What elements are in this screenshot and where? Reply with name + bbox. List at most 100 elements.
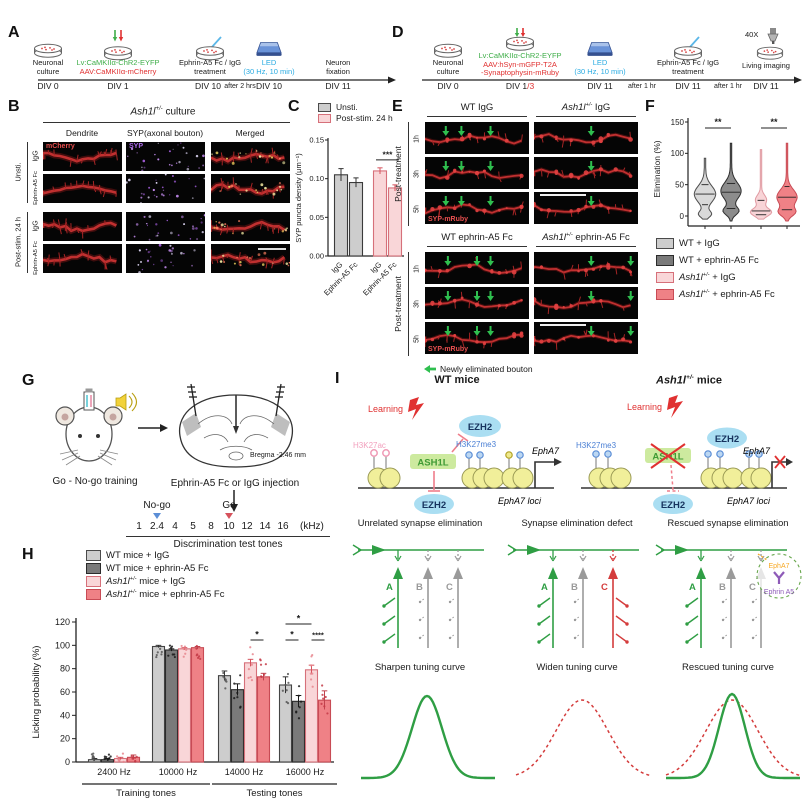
syp-mruby-overlay-label: SYP-mRuby [428, 216, 468, 223]
svg-text:C: C [601, 582, 608, 593]
e-side-label-1: Post-treatment [393, 146, 403, 202]
rescue-epha7-label: EphA7 [768, 563, 789, 570]
svg-text:20: 20 [60, 734, 70, 744]
dish-icon [433, 40, 463, 60]
svg-text:60: 60 [60, 687, 70, 697]
tone-12: 12 [241, 521, 252, 532]
title-underline [43, 122, 290, 123]
ezh2-top-label: EZH2 [468, 422, 492, 433]
legend-item: Post-stim. 24 h [318, 113, 393, 123]
svg-text:**: ** [770, 117, 778, 127]
legend-label: Post-stim. 24 h [336, 113, 393, 123]
legend-swatch [86, 576, 101, 587]
svg-text:100: 100 [55, 640, 70, 650]
ezh2-bottom-label: EZH2 [422, 500, 446, 511]
legend-swatch [656, 289, 674, 300]
svg-text:2400 Hz: 2400 Hz [97, 767, 131, 777]
div-label: DIV 1 [107, 81, 128, 91]
epha7-label: EphA7 [743, 446, 771, 456]
svg-text:SYP puncta density (μm⁻¹): SYP puncta density (μm⁻¹) [294, 153, 303, 243]
green-arrow-icon [424, 364, 436, 374]
bregma-label: Bregma -2.46 mm [250, 452, 306, 459]
time-1h: 1h [414, 135, 421, 143]
go-nogo-training-label: Go - No-go training [30, 476, 160, 487]
svg-text:C: C [749, 582, 756, 593]
legend-label: WT + ephrin-A5 Fc [679, 255, 759, 266]
tone-8: 8 [208, 521, 214, 532]
div-label: DIV 10 [195, 81, 221, 91]
curve-caption-sharpen: Sharpen tuning curve [375, 662, 465, 673]
legend-label: Ash1l+/- mice + IgG [106, 576, 185, 587]
div-label: DIV 1/3 [506, 81, 534, 91]
ash1l-label: ASH1L [417, 458, 448, 469]
col-header-dendrite: Dendrite [66, 128, 98, 138]
bar-10000 Hz-s3 [179, 649, 191, 762]
legend-swatch [656, 238, 674, 249]
tone-2.4: 2.4 [150, 521, 164, 532]
tone-5: 5 [190, 521, 196, 532]
svg-text:40: 40 [60, 710, 70, 720]
go-label: Go [204, 500, 254, 511]
panel-g-label: G [22, 372, 34, 390]
bar-14000 Hz-s4 [258, 677, 270, 762]
micrograph-eli [534, 252, 638, 284]
tuning-curve-widen [510, 676, 655, 791]
tone-1: 1 [136, 521, 142, 532]
micrograph-merged [211, 174, 290, 203]
svg-text:14000 Hz: 14000 Hz [225, 767, 264, 777]
caption-defect: Synapse elimination defect [521, 518, 632, 528]
nogo-label: No-go [132, 500, 182, 511]
syp-overlay-label: SYP [129, 143, 143, 150]
after-1hr-label: after 1 hr [628, 83, 656, 90]
tone-unit: (kHz) [300, 521, 324, 532]
caption-rescued: Rescued synapse elimination [668, 518, 789, 528]
svg-text:0.15: 0.15 [309, 136, 324, 145]
bar-IgG [335, 175, 348, 256]
svg-text:B: B [571, 582, 578, 593]
div-label: DIV 11 [587, 81, 612, 91]
arrow-right-icon [138, 422, 168, 434]
row-label-igg: IgG [33, 220, 40, 231]
panel-c-label: C [288, 98, 300, 116]
curve-caption-widen: Widen tuning curve [536, 662, 617, 673]
after-1hr-label: after 1 hr [714, 83, 742, 90]
tuning-curve-sharpen [355, 676, 500, 791]
svg-text:10000 Hz: 10000 Hz [159, 767, 198, 777]
nucleosomes [368, 468, 533, 488]
svg-text:0.10: 0.10 [309, 174, 324, 183]
time-5h: 5h [414, 205, 421, 213]
lightning-icon [408, 397, 424, 420]
legend-label: Unsti. [336, 102, 358, 112]
svg-text:****: **** [312, 631, 324, 640]
legend-item: Ash1l+/- + IgG [656, 272, 736, 283]
dish-virus-icon [505, 28, 535, 52]
legend-label: Ash1l+/- + IgG [679, 272, 736, 283]
panel-e-label: E [392, 98, 403, 116]
scale-bar [540, 324, 586, 326]
aav-construct-label: AAV:CaMKIIα-mCherry [80, 67, 157, 76]
svg-text:A: A [541, 582, 548, 593]
group-label-unsti: Unsti. [14, 162, 23, 181]
caption-unrelated: Unrelated synapse elimination [358, 518, 483, 528]
svg-text:150: 150 [671, 118, 685, 127]
legend-item: Ash1l+/- mice + IgG [86, 576, 185, 587]
row-label-ephrin: Ephrin-A5 Fc [33, 171, 39, 205]
curve-caption-rescued: Rescued tuning curve [682, 662, 774, 673]
svg-text:16000 Hz: 16000 Hz [286, 767, 325, 777]
e-side-label-2: Post-treatment [393, 276, 403, 332]
legend-swatch [86, 563, 101, 574]
svg-text:0: 0 [65, 757, 70, 767]
col-header-syp: SYP(axonal bouton) [127, 128, 203, 138]
micrograph-eli [425, 122, 529, 154]
violin-3 [750, 150, 771, 220]
micrograph-eli [534, 287, 638, 319]
bar-Ephrin-A5 Fc [350, 183, 363, 256]
synapse-diagram-defect: A B C [507, 534, 657, 658]
scale-bar [258, 248, 286, 250]
svg-text:Testing tones: Testing tones [247, 788, 303, 799]
legend-item: WT + ephrin-A5 Fc [656, 255, 759, 266]
svg-text:A: A [386, 582, 393, 593]
e-header-wt-ephrin: WT ephrin-A5 Fc [425, 232, 529, 243]
